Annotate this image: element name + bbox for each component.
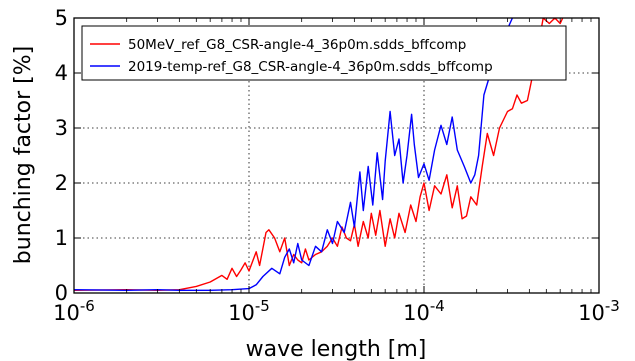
x-tick-label: 10-3 (578, 297, 620, 325)
y-axis-label: bunching factor [%] (11, 46, 36, 264)
y-tick-label: 4 (55, 61, 68, 85)
legend-box (81, 25, 567, 81)
x-tick-label: 10-5 (228, 297, 270, 325)
series-line-2 (74, 18, 514, 291)
y-tick-label: 1 (55, 226, 68, 250)
axis-ticks: 10-6 10-5 10-4 10-3 0 1 2 3 4 5 (53, 6, 620, 325)
x-tick-label: 10-4 (403, 297, 445, 325)
y-tick-label: 3 (55, 116, 68, 140)
series-line-1 (74, 18, 564, 291)
x-axis-label: wave length [m] (246, 337, 427, 361)
y-tick-label: 2 (55, 171, 68, 195)
x-tick-label: 10-6 (53, 297, 95, 325)
plot-frame (73, 17, 600, 294)
legend-label-series-2: 2019-temp-ref_G8_CSR-angle-4_36p0m.sdds_… (128, 59, 493, 75)
series-lines (74, 18, 564, 291)
legend-label-series-1: 50MeV_ref_G8_CSR-angle-4_36p0m.sdds_bffc… (128, 37, 466, 53)
y-tick-label: 5 (55, 6, 68, 30)
y-tick-label: 0 (55, 281, 68, 305)
legend: 50MeV_ref_G8_CSR-angle-4_36p0m.sdds_bffc… (81, 25, 567, 81)
